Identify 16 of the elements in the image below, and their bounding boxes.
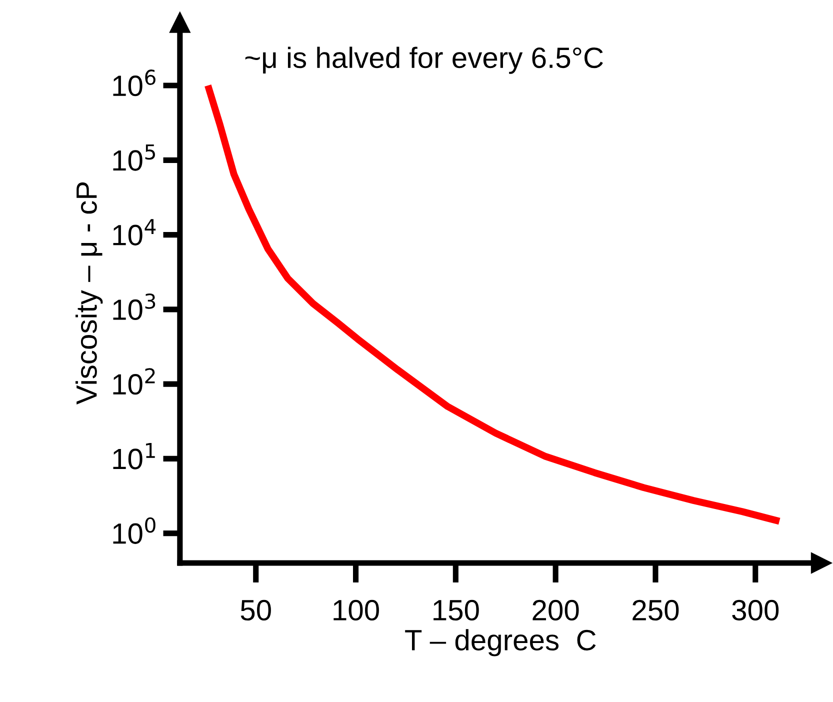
y-axis-title: Viscosity – μ - cP [76,182,103,404]
x-tick-label: 250 [632,600,679,621]
x-tick-label: 200 [532,600,579,621]
y-tick-label: 10$^{6}$ [113,70,156,96]
x-tick-label: 50 [240,600,271,621]
x-tick-label: 300 [732,600,779,621]
y-tick-label: 10$^{1}$ [113,442,155,470]
x-axis-title: T – degrees C [405,629,596,656]
x-tick-label: 150 [434,600,479,621]
annotation: ~μ is halved for every 6.5°C [245,46,603,74]
y-tick-label: 10$^{2}$ [113,368,155,395]
y-tick-label: 10$^{3}$ [113,293,156,320]
y-tick-label: 10$^{5}$ [113,144,155,171]
x-tick-label: 100 [334,600,379,621]
y-tick-label: 10$^{0}$ [113,517,156,544]
y-tick-label: 10$^{4}$ [113,219,156,246]
